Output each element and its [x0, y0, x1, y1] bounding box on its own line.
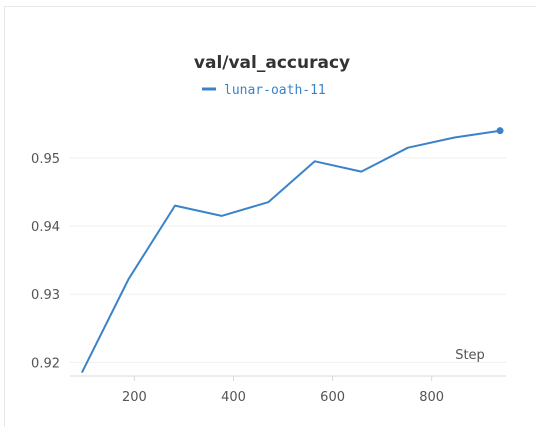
grid-lines — [70, 157, 506, 363]
x-tick-label: 200 — [122, 390, 147, 405]
y-tick-label: 0.92 — [31, 356, 60, 371]
series-layer — [81, 127, 504, 374]
y-tick-label: 0.95 — [31, 152, 60, 167]
x-tick-label: 800 — [419, 390, 444, 405]
chart-title: val/val_accuracy — [194, 53, 350, 73]
legend[interactable]: lunar-oath-11 — [202, 83, 326, 98]
chart-panel — [4, 6, 536, 427]
axes: 0.92 0.93 0.94 0.95 200 400 600 800 — [31, 152, 506, 405]
x-tick-label: 400 — [221, 390, 246, 405]
y-tick-label: 0.93 — [31, 288, 60, 303]
x-axis-label: Step — [455, 348, 485, 363]
legend-label: lunar-oath-11 — [224, 83, 326, 98]
x-tick-label: 600 — [320, 390, 345, 405]
series-endpoint-marker[interactable] — [496, 127, 504, 135]
series-line[interactable] — [81, 129, 501, 374]
y-tick-label: 0.94 — [31, 220, 60, 235]
